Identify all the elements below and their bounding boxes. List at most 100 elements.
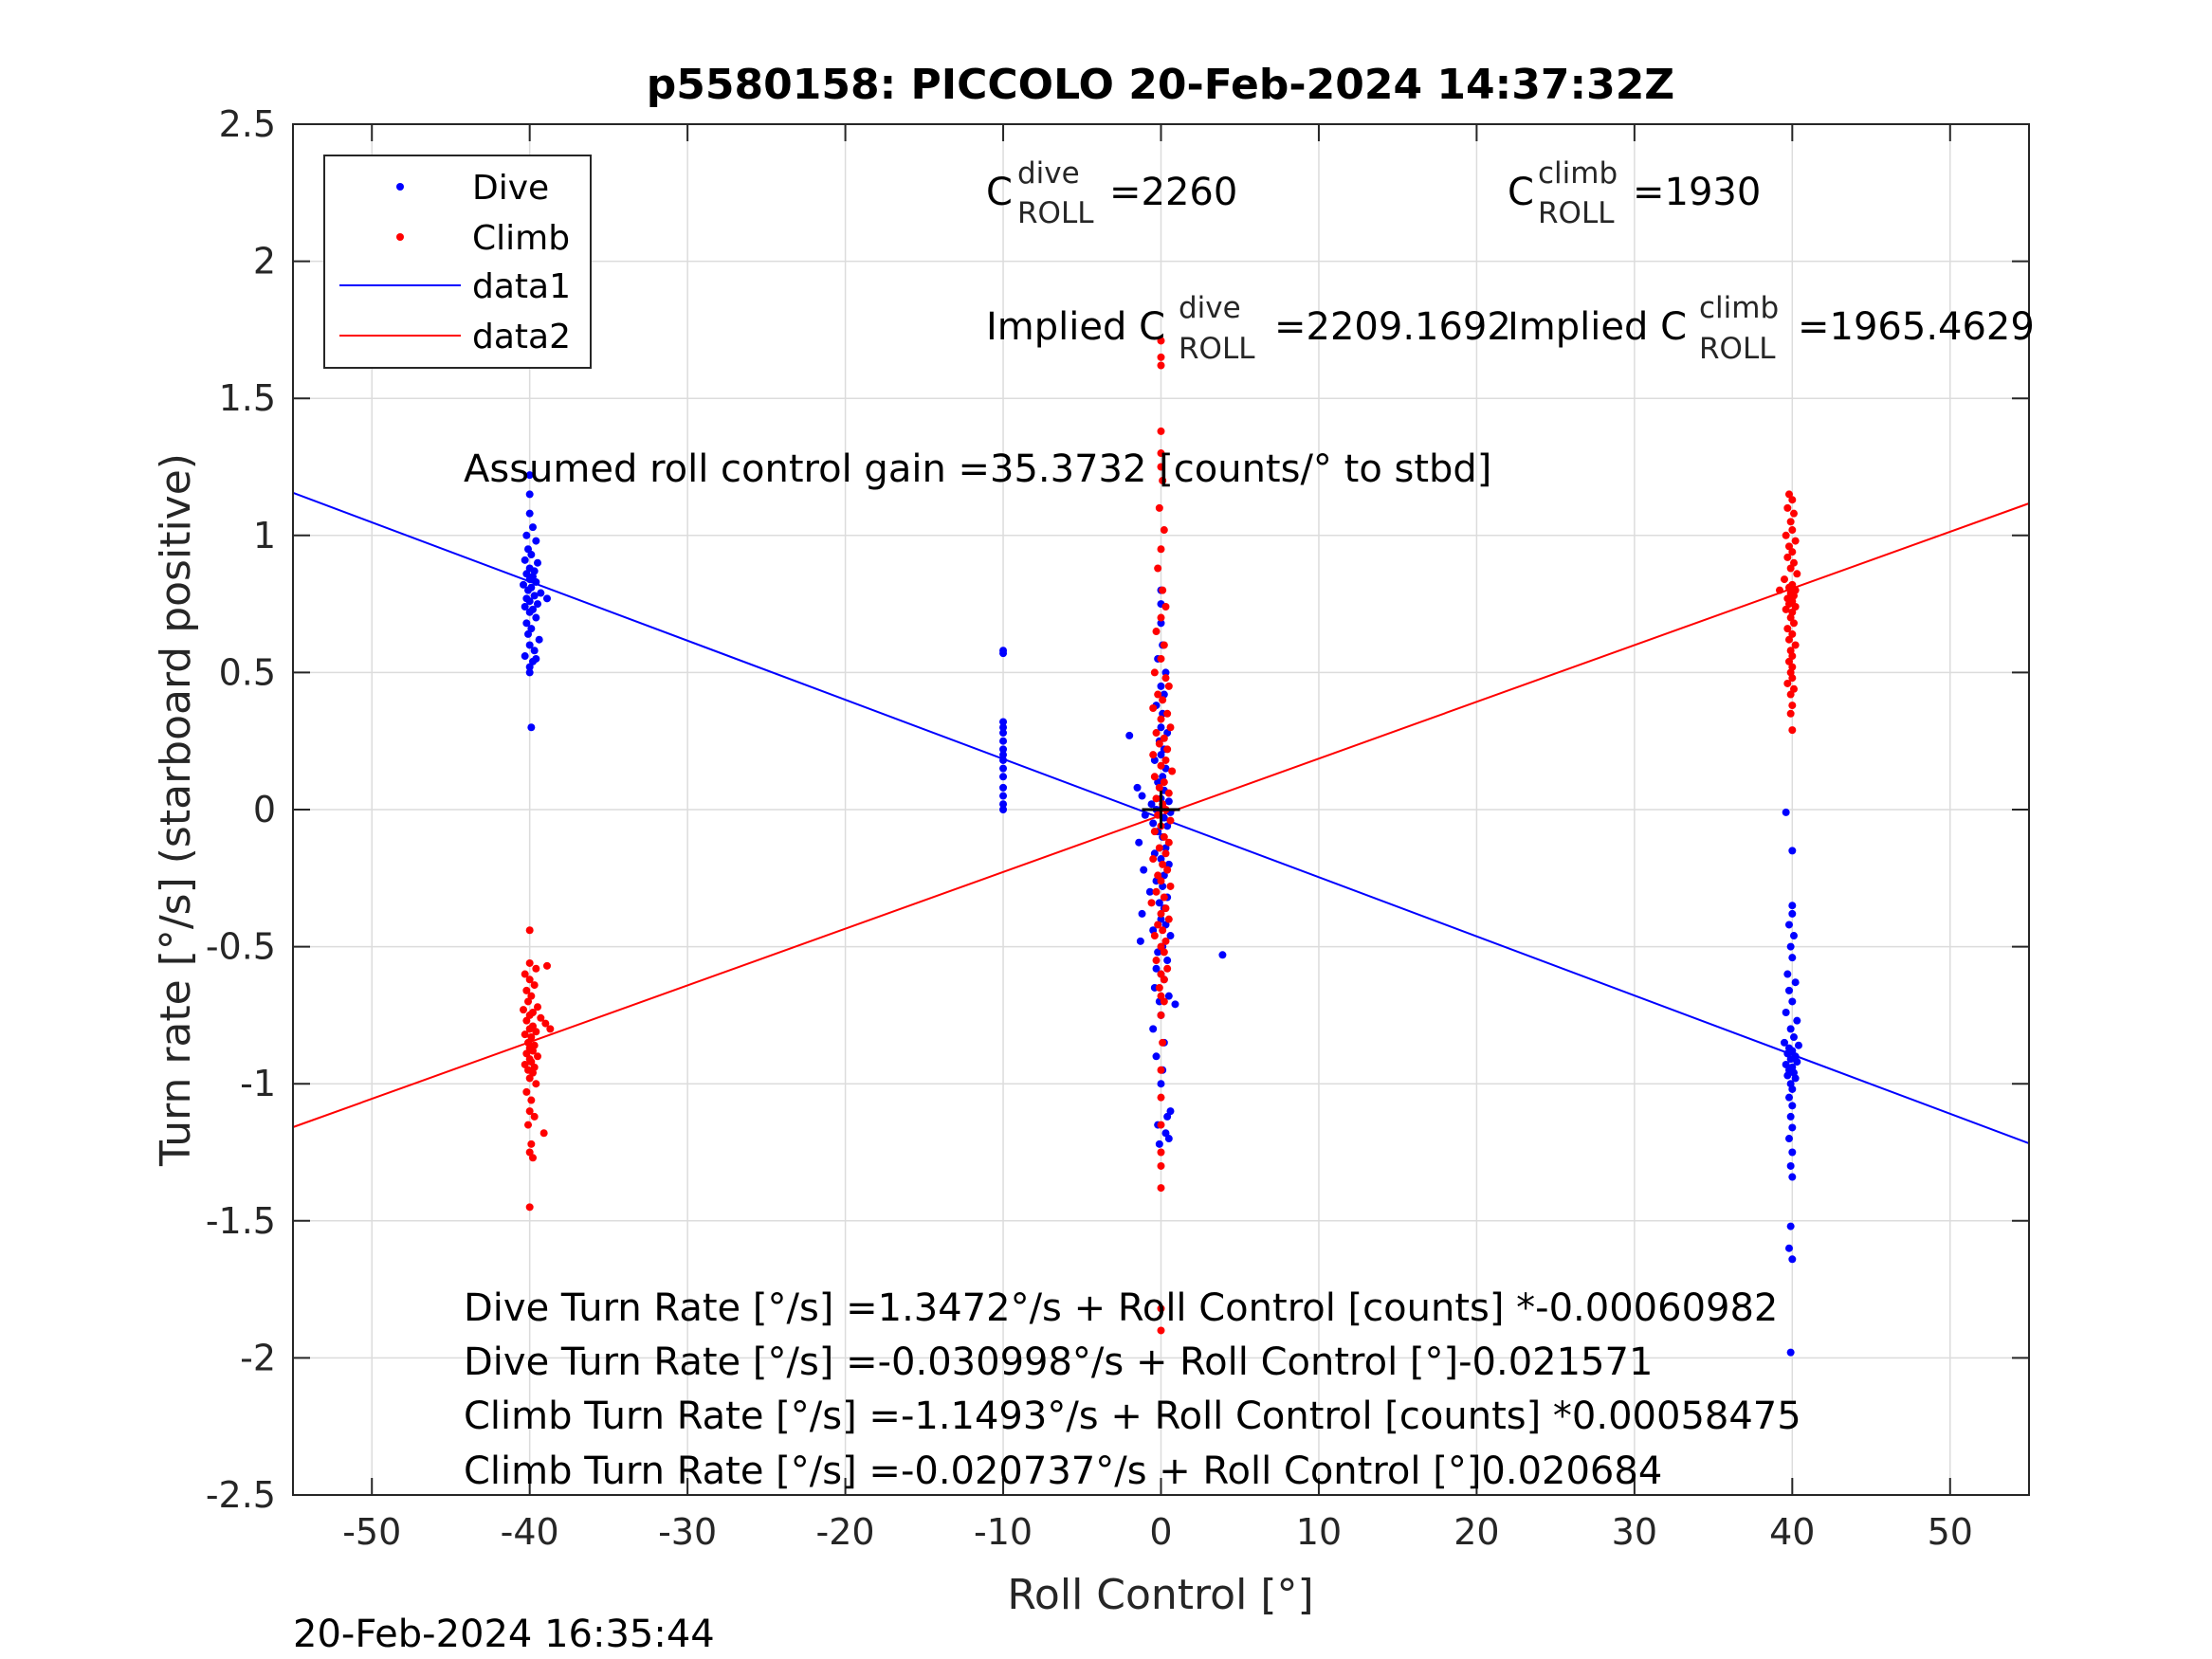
climb-point — [1164, 682, 1173, 690]
climb-point — [1157, 613, 1165, 622]
plot-frame — [292, 123, 2030, 1496]
dive-point — [525, 641, 534, 649]
climb-point — [1157, 449, 1165, 458]
dive-point — [1793, 1058, 1801, 1066]
dive-point — [999, 729, 1008, 738]
dive-point — [1157, 915, 1165, 923]
dive-point — [1782, 808, 1790, 816]
legend-dive-label: Dive — [472, 169, 549, 208]
dive-point — [1784, 921, 1793, 929]
climb-point — [527, 992, 536, 1000]
climb-point — [1157, 761, 1165, 770]
y-tick-label: -2 — [240, 1337, 276, 1378]
climb-point — [1160, 832, 1168, 841]
climb-equation-counts: Climb Turn Rate [°/s] =-1.1493°/s + Roll… — [464, 1395, 1801, 1438]
climb-point — [522, 1049, 531, 1058]
climb-point — [1788, 526, 1797, 535]
climb-point — [542, 961, 551, 970]
dive-point — [1788, 1148, 1797, 1157]
dive-point — [1164, 992, 1173, 1000]
dive-point — [1163, 1112, 1172, 1121]
dive-point — [535, 635, 543, 644]
climb-point — [522, 986, 531, 994]
climb-point — [532, 1028, 540, 1036]
climb-point — [1789, 684, 1798, 693]
climb-point — [1786, 564, 1795, 573]
x-tick-label: 40 — [1769, 1511, 1815, 1553]
y-tick-label: 1 — [253, 515, 276, 556]
climb-point — [1786, 613, 1795, 622]
dive-point — [542, 594, 551, 603]
climb-point — [1784, 542, 1793, 551]
dive-point — [1788, 997, 1797, 1006]
dive-point — [1135, 838, 1143, 847]
dive-point — [1149, 1025, 1158, 1033]
y-tick-label: -1 — [240, 1063, 276, 1104]
dive-point — [999, 792, 1008, 800]
climb-point — [1163, 964, 1172, 973]
dive-point — [1136, 937, 1144, 945]
climb-point — [1161, 904, 1170, 913]
climb-point — [1152, 729, 1161, 738]
dive-point — [525, 490, 534, 499]
dive-point — [1161, 668, 1170, 677]
climb-point — [1788, 496, 1797, 504]
legend-box — [323, 155, 592, 369]
climb-equation-degrees: Climb Turn Rate [°/s] =-0.020737°/s + Ro… — [464, 1449, 1662, 1493]
dive-point — [532, 654, 540, 663]
climb-point — [525, 958, 534, 967]
climb-point — [1788, 726, 1797, 735]
climb-point — [1159, 926, 1167, 935]
climb-point — [521, 1030, 529, 1039]
climb-point — [530, 981, 539, 990]
climb-point — [529, 1154, 538, 1162]
climb-point — [1154, 564, 1162, 573]
climb-point — [1155, 844, 1163, 852]
climb-point — [1791, 641, 1800, 649]
dive-point — [521, 652, 529, 661]
climb-point — [1157, 1148, 1165, 1157]
dive-point — [1138, 792, 1146, 800]
dive-point — [525, 663, 534, 671]
climb-point — [1160, 948, 1168, 957]
implied-dive-value: =2209.1692 — [1274, 305, 1511, 349]
dive-point — [527, 551, 536, 559]
climb-point — [1789, 509, 1798, 518]
climb-point — [1788, 548, 1797, 556]
climb-point — [527, 1139, 536, 1148]
legend: Dive Climb data1 data2 — [323, 155, 592, 369]
climb-point — [1776, 586, 1784, 594]
dive-point — [1166, 1107, 1175, 1116]
climb-point — [1157, 427, 1165, 435]
dive-point — [999, 806, 1008, 813]
dive-point — [1784, 1135, 1793, 1143]
dive-point — [1782, 1060, 1790, 1068]
dive-point — [525, 597, 534, 606]
c-climb-base: C — [1508, 171, 1534, 214]
dive-point — [1163, 729, 1172, 738]
dive-point — [999, 764, 1008, 773]
dive-point — [999, 745, 1008, 754]
dive-point — [1145, 887, 1154, 896]
climb-point — [1157, 970, 1165, 978]
climb-point — [1161, 602, 1170, 611]
climb-point — [1152, 628, 1161, 636]
climb-point — [1783, 679, 1792, 687]
climb-point — [521, 970, 529, 978]
dive-point — [1789, 932, 1798, 940]
x-tick-label: 50 — [1928, 1511, 1973, 1553]
climb-point — [522, 1016, 531, 1025]
climb-point — [1154, 690, 1162, 699]
dive-point — [999, 723, 1008, 732]
dive-point — [1157, 682, 1165, 690]
climb-point — [1155, 503, 1163, 512]
climb-point — [532, 1080, 540, 1088]
climb-point — [530, 1112, 539, 1121]
legend-dive-marker — [396, 183, 404, 191]
implied-climb-sup: climb — [1699, 291, 1779, 325]
climb-point — [1157, 1304, 1165, 1313]
dive-point — [1788, 909, 1797, 918]
dive-point — [525, 575, 534, 584]
climb-point — [537, 1013, 545, 1022]
climb-point — [1157, 654, 1165, 663]
